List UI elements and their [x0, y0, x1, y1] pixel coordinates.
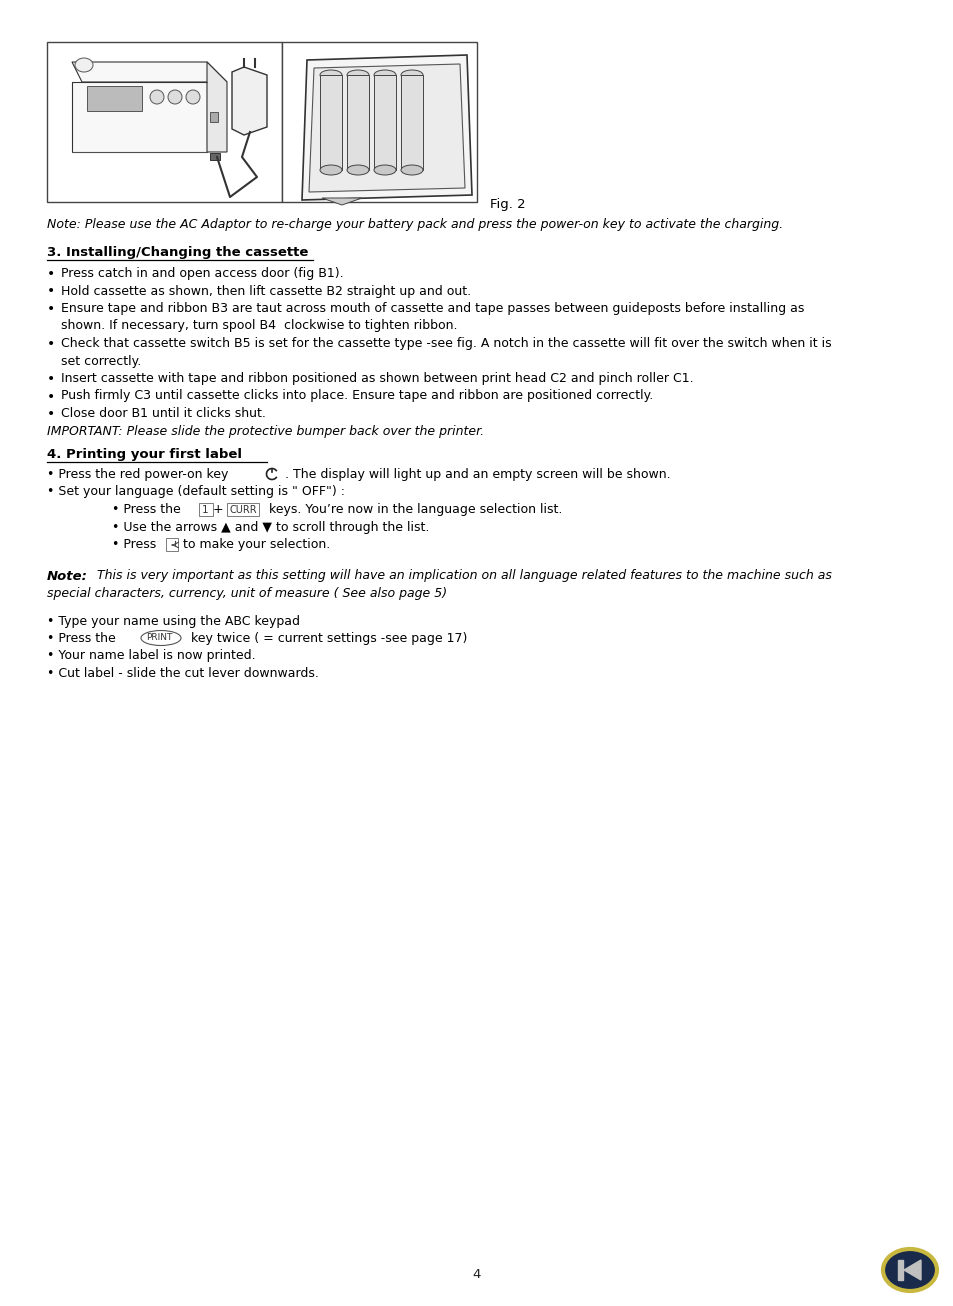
Text: • Your name label is now printed.: • Your name label is now printed. [47, 649, 255, 662]
Circle shape [186, 90, 200, 104]
FancyBboxPatch shape [166, 538, 178, 551]
Text: keys. You’re now in the language selection list.: keys. You’re now in the language selecti… [261, 503, 561, 516]
Text: • Cut label - slide the cut lever downwards.: • Cut label - slide the cut lever downwa… [47, 667, 318, 680]
Polygon shape [309, 64, 464, 192]
Text: •: • [47, 302, 55, 316]
Polygon shape [207, 61, 227, 151]
Circle shape [168, 90, 182, 104]
Text: Insert cassette with tape and ribbon positioned as shown between print head C2 a: Insert cassette with tape and ribbon pos… [61, 372, 693, 385]
Text: IMPORTANT: Please slide the protective bumper back over the printer.: IMPORTANT: Please slide the protective b… [47, 424, 483, 438]
Text: to make your selection.: to make your selection. [179, 538, 330, 551]
Text: shown. If necessary, turn spool B4  clockwise to tighten ribbon.: shown. If necessary, turn spool B4 clock… [61, 320, 457, 333]
Circle shape [150, 90, 164, 104]
Text: Check that cassette switch B5 is set for the cassette type -see fig. A notch in : Check that cassette switch B5 is set for… [61, 337, 831, 350]
Text: 4: 4 [473, 1268, 480, 1281]
Bar [210, 112, 218, 121]
Text: Note: Please use the AC Adaptor to re-charge your battery pack and press the pow: Note: Please use the AC Adaptor to re-ch… [47, 218, 782, 231]
Text: •: • [47, 266, 55, 281]
Text: Hold cassette as shown, then lift cassette B2 straight up and out.: Hold cassette as shown, then lift casset… [61, 285, 471, 298]
Text: •: • [47, 337, 55, 351]
Text: • Set your language (default setting is " OFF") :: • Set your language (default setting is … [47, 486, 345, 499]
Text: PRINT: PRINT [146, 633, 172, 643]
Ellipse shape [141, 631, 181, 645]
Text: Close door B1 until it clicks shut.: Close door B1 until it clicks shut. [61, 407, 266, 421]
Ellipse shape [319, 165, 341, 175]
Ellipse shape [882, 1249, 936, 1292]
Text: • Type your name using the ABC keypad: • Type your name using the ABC keypad [47, 615, 299, 627]
Polygon shape [903, 1260, 920, 1280]
Polygon shape [302, 55, 472, 200]
Text: •: • [47, 389, 55, 404]
Text: 4. Printing your first label: 4. Printing your first label [47, 448, 242, 461]
Text: Ensure tape and ribbon B3 are taut across mouth of cassette and tape passes betw: Ensure tape and ribbon B3 are taut acros… [61, 302, 803, 315]
Polygon shape [322, 199, 361, 205]
Text: •: • [47, 285, 55, 299]
Ellipse shape [400, 165, 422, 175]
Bar [400, 74, 422, 170]
Ellipse shape [319, 71, 341, 80]
Ellipse shape [75, 57, 92, 72]
Ellipse shape [374, 71, 395, 80]
Ellipse shape [347, 165, 369, 175]
Bar [319, 74, 341, 170]
Text: 3. Installing/Changing the cassette: 3. Installing/Changing the cassette [47, 246, 308, 259]
Text: •: • [47, 372, 55, 387]
Text: Press catch in and open access door (fig B1).: Press catch in and open access door (fig… [61, 266, 343, 279]
Text: • Press the: • Press the [47, 632, 124, 645]
Ellipse shape [347, 71, 369, 80]
Text: This is very important as this setting will have an implication on all language : This is very important as this setting w… [89, 569, 831, 582]
Bar [897, 1260, 902, 1280]
Text: +: + [213, 503, 232, 516]
Text: • Use the arrows ▲ and ▼ to scroll through the list.: • Use the arrows ▲ and ▼ to scroll throu… [112, 521, 429, 533]
Text: 1: 1 [202, 505, 209, 515]
Text: • Press: • Press [112, 538, 160, 551]
Bar [47, 42, 282, 202]
Bar [347, 74, 369, 170]
FancyBboxPatch shape [199, 503, 213, 516]
Ellipse shape [374, 165, 395, 175]
Text: special characters, currency, unit of measure ( See also page 5): special characters, currency, unit of me… [47, 586, 447, 599]
Bar [210, 153, 220, 161]
Bar [374, 74, 395, 170]
Polygon shape [232, 67, 267, 135]
Text: •: • [47, 407, 55, 421]
Text: CURR: CURR [230, 505, 257, 515]
Text: • Press the red power-on key: • Press the red power-on key [47, 468, 236, 481]
Bar [71, 82, 207, 151]
Polygon shape [71, 61, 227, 82]
Text: Push firmly C3 until cassette clicks into place. Ensure tape and ribbon are posi: Push firmly C3 until cassette clicks int… [61, 389, 653, 402]
Ellipse shape [400, 71, 422, 80]
FancyBboxPatch shape [227, 503, 258, 516]
Text: set correctly.: set correctly. [61, 354, 141, 367]
Text: . The display will light up and an empty screen will be shown.: . The display will light up and an empty… [281, 468, 670, 481]
Text: Note:: Note: [47, 569, 88, 582]
Bar [87, 86, 142, 111]
Text: key twice ( = current settings -see page 17): key twice ( = current settings -see page… [183, 632, 467, 645]
Bar [282, 42, 476, 202]
Text: • Press the: • Press the [112, 503, 189, 516]
Text: Fig. 2: Fig. 2 [490, 199, 525, 212]
